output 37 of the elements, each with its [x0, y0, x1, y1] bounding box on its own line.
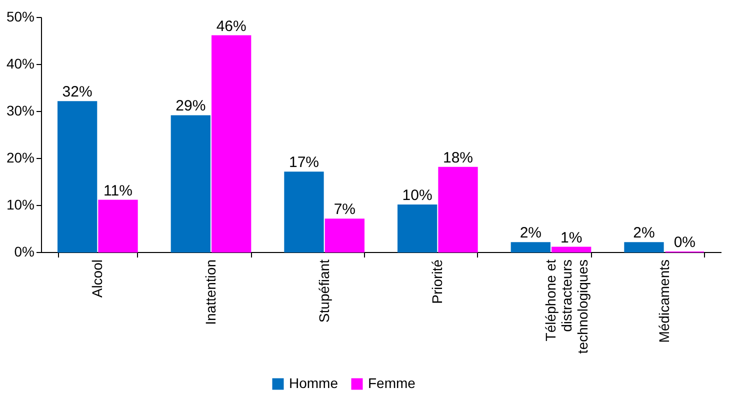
bar: [398, 204, 438, 252]
bar: [284, 172, 324, 252]
x-tick-label: Médicaments: [656, 260, 672, 343]
y-tick-label: 40%: [6, 56, 34, 72]
x-tick-label: Inattention: [202, 260, 218, 325]
bar: [624, 242, 664, 252]
x-tick-label: Priorité: [429, 259, 446, 304]
y-tick-label: 30%: [6, 102, 34, 118]
bar: [98, 200, 138, 252]
y-tick-label: 20%: [6, 150, 34, 166]
bar: [324, 218, 364, 252]
legend-label: Femme: [368, 375, 416, 391]
data-label: 2%: [633, 224, 655, 242]
data-label: 0%: [674, 234, 696, 251]
y-tick-label: 0%: [14, 244, 34, 260]
data-label: 7%: [334, 201, 356, 218]
data-label: 29%: [176, 98, 206, 115]
y-tick-label: 50%: [6, 8, 34, 24]
bar: [552, 246, 592, 252]
data-label: 18%: [442, 149, 474, 166]
y-tick-label: 10%: [6, 196, 34, 212]
data-label: 46%: [216, 18, 246, 35]
data-label: 11%: [104, 182, 132, 200]
bar: [170, 115, 210, 252]
x-tick-label: Téléphone et distracteurs technologiques: [542, 259, 590, 354]
data-label: 10%: [402, 187, 432, 204]
data-label: 32%: [62, 84, 92, 101]
x-tick-label: Stupéfiant: [316, 259, 332, 323]
bar: [212, 35, 252, 252]
bar: [58, 101, 98, 252]
x-tick-label: Alcool: [89, 260, 106, 298]
bar: [510, 242, 550, 252]
data-label: 17%: [288, 154, 320, 172]
data-label: 2%: [520, 224, 542, 242]
bar: [438, 166, 478, 252]
data-label: 1%: [560, 229, 582, 246]
legend-label: Homme: [289, 375, 338, 391]
